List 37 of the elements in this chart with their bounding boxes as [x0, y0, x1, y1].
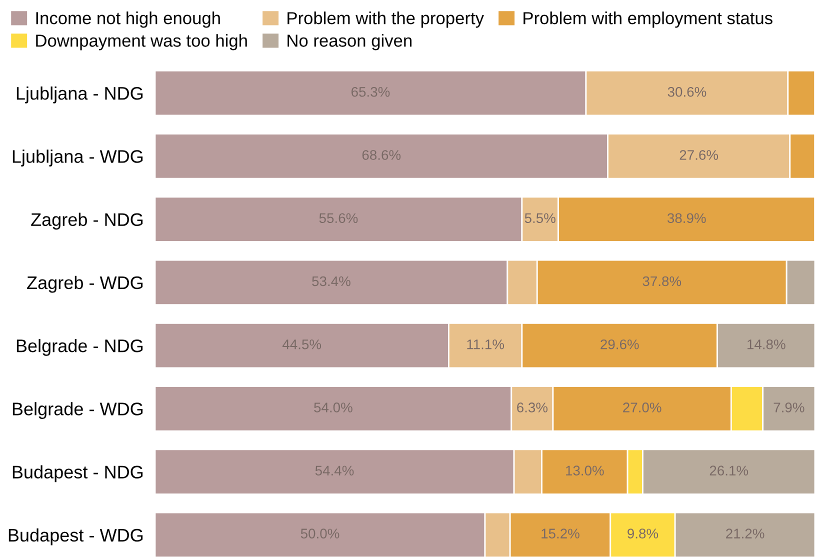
data-label: 29.6% [600, 339, 639, 350]
data-label: 65.3% [352, 86, 390, 97]
y-tick-label: Belgrade - NDG [16, 339, 143, 356]
data-label: 55.6% [319, 213, 358, 224]
y-tick-label: Belgrade - WDG [12, 402, 143, 419]
data-label: 53.4% [312, 276, 350, 286]
data-label: 14.8% [748, 339, 786, 350]
data-label: 26.1% [710, 466, 748, 476]
data-label: 38.9% [667, 213, 706, 224]
data-label: 30.6% [668, 86, 706, 97]
data-label: 6.3% [517, 402, 548, 412]
data-label: 68.6% [362, 150, 401, 160]
legend-label: Problem with the property [288, 12, 484, 28]
data-label: 37.8% [642, 276, 682, 286]
data-label: 9.8% [628, 528, 658, 538]
data-label: 27.0% [623, 402, 662, 412]
data-label: 44.5% [282, 340, 322, 350]
legend-label: No reason given [288, 34, 412, 50]
data-label: 50.0% [300, 528, 340, 538]
data-label: 27.6% [680, 150, 718, 160]
legend-label: Income not high enough [36, 12, 220, 28]
y-tick-label: Ljubljana - NDG [16, 86, 143, 104]
y-tick-label: Zagreb - WDG [27, 276, 143, 293]
data-label: 11.1% [467, 340, 504, 350]
legend-label: Downpayment was too high [36, 34, 247, 50]
data-label: 54.4% [315, 466, 354, 476]
y-tick-label: Budapest - NDG [12, 465, 143, 482]
data-label: 54.0% [314, 402, 352, 412]
data-label: 5.5% [524, 213, 556, 224]
y-tick-label: Ljubljana - WDG [12, 150, 143, 166]
data-label: 7.9% [774, 402, 804, 412]
data-label: 13.0% [566, 466, 604, 476]
y-tick-label: Zagreb - NDG [31, 212, 143, 230]
data-label: 15.2% [542, 528, 580, 538]
y-tick-label: Budapest - WDG [8, 528, 143, 546]
legend-label: Problem with employment status [524, 12, 772, 28]
data-label: 21.2% [726, 528, 764, 538]
